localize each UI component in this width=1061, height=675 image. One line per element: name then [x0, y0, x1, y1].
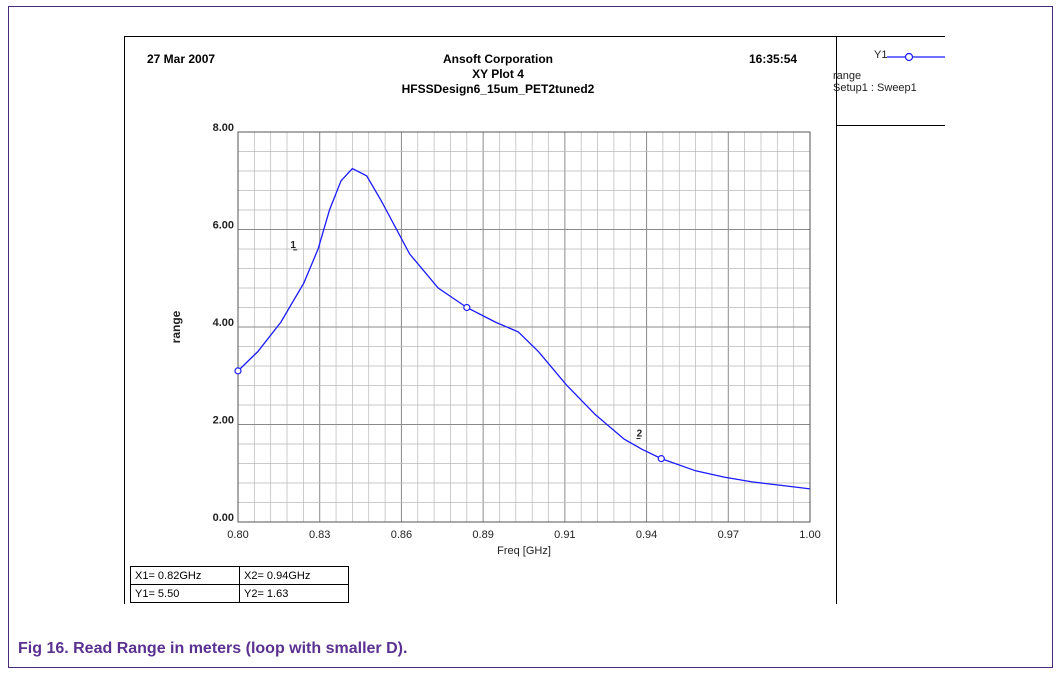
x-tick-label: 0.83: [309, 529, 330, 541]
x-tick-label: 1.00: [799, 529, 820, 541]
plot-panel: 27 Mar 2007 Ansoft Corporation XY Plot 4…: [124, 36, 837, 604]
x-tick-label: 0.91: [554, 529, 575, 541]
marker-label: 1: [290, 240, 296, 251]
marker-y1: Y1= 5.50: [130, 584, 240, 603]
marker-y2: Y2= 1.63: [239, 584, 349, 603]
marker-x2: X2= 0.94GHz: [239, 566, 349, 585]
curve-marker: [463, 303, 471, 312]
y-tick-label: 4.00: [213, 317, 234, 329]
legend-line-icon: [887, 52, 945, 62]
series-line-range: [237, 167, 811, 490]
legend-setup: Setup1 : Sweep1: [833, 82, 917, 94]
x-tick-label: 0.94: [636, 529, 657, 541]
figure-caption: Fig 16. Read Range in meters (loop with …: [18, 640, 408, 657]
plot-time: 16:35:54: [749, 52, 798, 66]
company-name: Ansoft Corporation: [443, 52, 553, 66]
x-axis-label: Freq [GHz]: [497, 545, 551, 557]
y-tick-label: 0.00: [213, 512, 234, 524]
y-axis-label: range: [169, 310, 183, 343]
y-tick-label: 6.00: [213, 220, 234, 232]
curve-marker: [657, 455, 665, 463]
x-tick-label: 0.86: [391, 529, 412, 541]
plot-title: XY Plot 4: [472, 67, 524, 81]
figure-frame: [8, 6, 1053, 668]
x-tick-label: 0.97: [718, 529, 739, 541]
legend-panel: Y1 range Setup1 : Sweep1: [833, 36, 945, 126]
curve-marker: [234, 367, 242, 375]
plot-area-border: [237, 131, 811, 523]
y-tick-label: 2.00: [213, 415, 234, 427]
legend-series-label: Y1: [874, 49, 888, 61]
legend-quantity: range: [833, 70, 862, 82]
x-tick-label: 0.89: [472, 529, 493, 541]
marker-x1: X1= 0.82GHz: [130, 566, 240, 585]
plot-date: 27 Mar 2007: [147, 52, 216, 66]
marker-table: X1= 0.82GHz X2= 0.94GHz Y1= 5.50 Y2= 1.6…: [130, 566, 349, 603]
x-tick-label: 0.80: [227, 529, 248, 541]
marker-label: 2: [637, 429, 643, 440]
y-tick-label: 8.00: [213, 122, 234, 134]
design-name: HFSSDesign6_15um_PET2tuned2: [401, 82, 595, 96]
